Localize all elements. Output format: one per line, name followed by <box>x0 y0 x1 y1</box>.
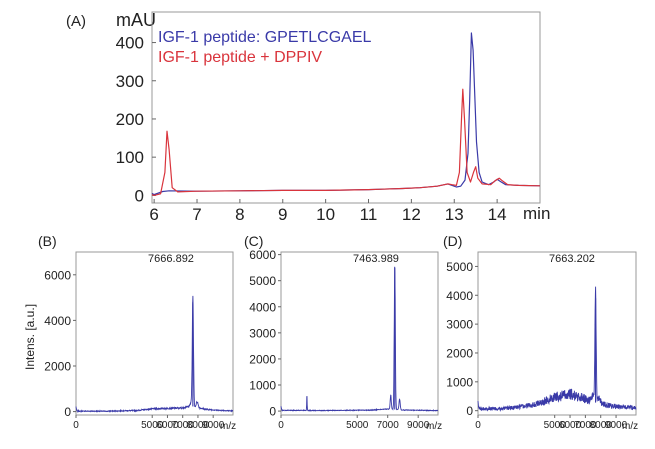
panel-c-y-tick-label: 0 <box>269 405 276 419</box>
panel-a-label: (A) <box>66 13 86 30</box>
panel-d-x-tick-label: 6000 <box>559 420 582 431</box>
panel-c-y-tick-label: 3000 <box>249 326 276 340</box>
panel-d-mass-spectrum: (D) m/z 7663.202 0 1000 2000 3000 4000 5000 0 5… <box>443 233 638 432</box>
panel-d-y-tick-label: 0 <box>466 404 473 418</box>
panel-d-y-tick-label: 5000 <box>446 260 473 274</box>
panel-b-y-tick-label: 4000 <box>44 314 71 328</box>
panel-b-y-tick-label: 0 <box>64 405 71 419</box>
panel-c-x-tick-label: 7000 <box>377 420 400 431</box>
panel-c-x-axis-unit: m/z <box>426 421 442 432</box>
panel-b-x-tick-label: 8000 <box>187 420 210 431</box>
panel-d-x-tick-label: 8000 <box>590 420 613 431</box>
panel-a-y-tick-label: 200 <box>116 110 144 129</box>
panel-a-x-axis-unit: min <box>523 204 550 223</box>
panel-d-plot-frame <box>477 251 637 416</box>
panel-b-mass-spectrum: (B) Intens. [a.u.] m/z 7666.892 0 2000 400… <box>23 233 236 432</box>
panel-b-spectrum-line <box>75 295 234 414</box>
panel-a-x-tick-label: 9 <box>278 205 287 224</box>
panel-c-y-tick-label: 5000 <box>249 274 276 288</box>
panel-a-y-tick-label: 0 <box>135 186 144 205</box>
panel-d-spectrum-line <box>477 286 637 412</box>
panel-a-x-tick-label: 10 <box>316 205 335 224</box>
panel-d-x-tick-label: 5000 <box>544 420 567 431</box>
panel-d-x-axis-unit: m/z <box>622 421 638 432</box>
panel-a-x-tick-label: 14 <box>488 205 507 224</box>
panel-c-y-tick-label: 1000 <box>249 379 276 393</box>
panel-c-mass-spectrum: (C) m/z 7463.989 0 1000 2000 3000 4000 5000 60… <box>244 233 442 432</box>
panel-c-label: (C) <box>244 233 263 249</box>
panel-d-peak-label: 7663.202 <box>549 253 595 265</box>
panel-a-y-tick-label: 300 <box>116 72 144 91</box>
panel-b-x-tick-label: 7000 <box>172 420 195 431</box>
panel-a-series-2-line <box>151 88 541 196</box>
panel-c-y-tick-label: 6000 <box>249 248 276 262</box>
panel-b-x-tick-label: 0 <box>73 420 79 431</box>
panel-c-x-tick-label: 9000 <box>407 420 430 431</box>
panel-b-x-tick-label: 6000 <box>156 420 179 431</box>
legend-entry-series-1: IGF-1 peptide: GPETLCGAEL <box>158 29 372 46</box>
panel-a-x-tick-label: 12 <box>402 205 421 224</box>
panel-c-spectrum-line <box>280 266 439 412</box>
panel-b-plot-frame <box>75 251 234 416</box>
panel-b-y-tick-label: 6000 <box>44 268 71 282</box>
panel-d-x-tick-label: 9000 <box>605 420 628 431</box>
panel-b-y-axis-label: Intens. [a.u.] <box>23 304 37 370</box>
panel-d-y-tick-label: 2000 <box>446 346 473 360</box>
panel-c-x-tick-label: 5000 <box>346 420 369 431</box>
panel-a-x-tick-label: 7 <box>192 205 201 224</box>
panel-a-plot-frame <box>151 11 541 204</box>
panel-b-peak-label: 7666.892 <box>148 253 194 265</box>
panel-d-y-tick-label: 3000 <box>446 318 473 332</box>
legend-entry-series-2: IGF-1 peptide + DPPIV <box>158 49 322 66</box>
panel-d-label: (D) <box>443 233 462 249</box>
panel-c-x-tick-label: 0 <box>278 420 284 431</box>
panel-d-x-tick-label: 7000 <box>574 420 597 431</box>
panel-c-y-tick-label: 2000 <box>249 352 276 366</box>
panel-d-y-tick-label: 4000 <box>446 289 473 303</box>
panel-c-plot-frame <box>280 251 439 416</box>
panel-b-x-tick-label: 5000 <box>141 420 164 431</box>
panel-b-y-tick-label: 2000 <box>44 359 71 373</box>
panel-a-hplc-chromatogram: (A) mAU min IGF-1 peptide: GPETLCGAEL IG… <box>66 10 550 224</box>
panel-a-x-tick-label: 13 <box>445 205 464 224</box>
panel-a-y-tick-label: 400 <box>116 34 144 53</box>
panel-d-x-tick-label: 0 <box>475 420 481 431</box>
panel-b-x-axis-unit: m/z <box>220 421 236 432</box>
panel-b-x-tick-label: 9000 <box>202 420 225 431</box>
panel-c-peak-label: 7463.989 <box>353 253 399 265</box>
panel-a-y-axis-label: mAU <box>116 10 156 30</box>
panel-b-label: (B) <box>38 233 57 249</box>
panel-a-y-tick-label: 100 <box>116 148 144 167</box>
panel-a-x-tick-label: 8 <box>235 205 244 224</box>
panel-a-x-tick-label: 11 <box>360 205 378 224</box>
panel-d-y-tick-label: 1000 <box>446 375 473 389</box>
panel-a-x-tick-label: 6 <box>149 205 158 224</box>
panel-c-y-tick-label: 4000 <box>249 300 276 314</box>
